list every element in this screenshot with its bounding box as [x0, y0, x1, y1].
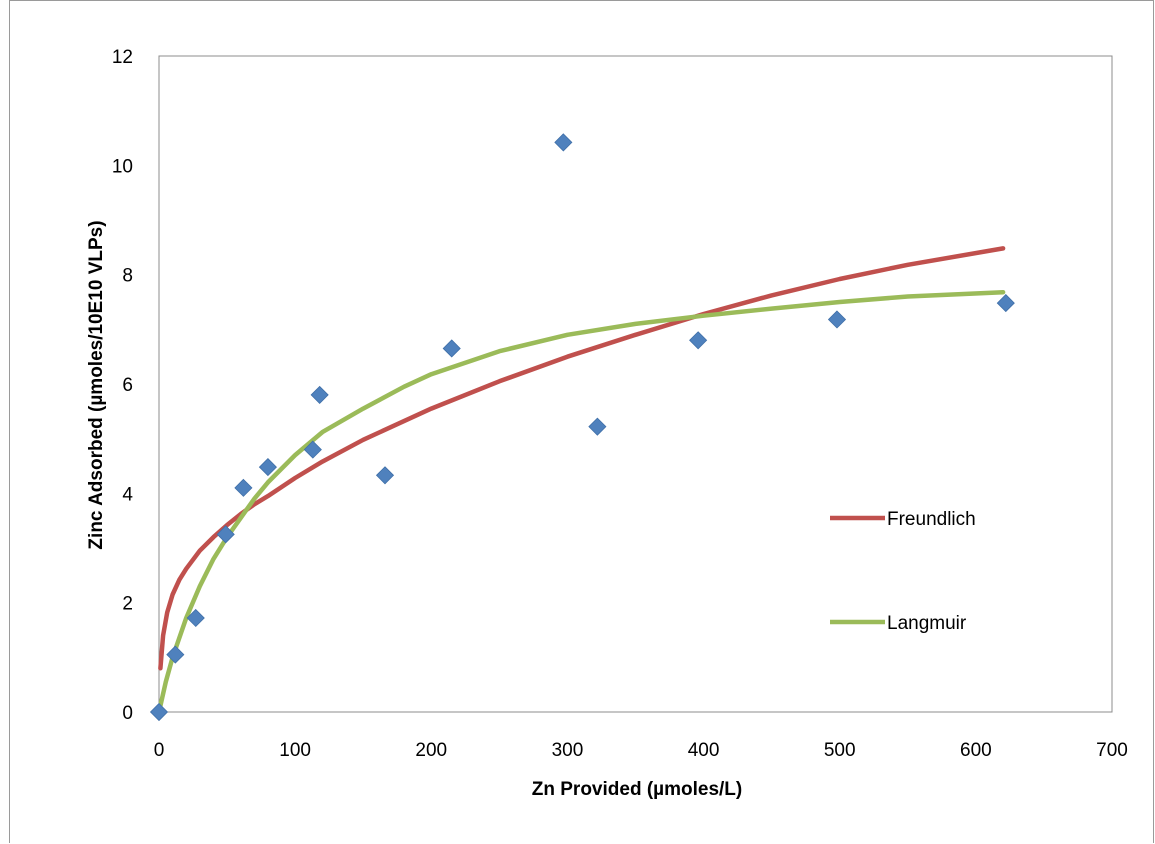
y-tick-label: 12	[112, 47, 133, 68]
y-tick-label: 4	[122, 484, 133, 505]
data-point	[166, 645, 185, 664]
x-tick-label: 0	[154, 740, 165, 761]
x-tick-label: 200	[415, 740, 447, 761]
legend-label-langmuir: Langmuir	[887, 613, 967, 634]
data-point	[216, 525, 235, 544]
data-point	[149, 702, 169, 722]
data-point	[303, 440, 322, 459]
data-point	[442, 339, 461, 358]
x-tick-label: 500	[824, 740, 856, 761]
series-line-freundlich	[158, 246, 1006, 671]
x-tick-label: 400	[688, 740, 720, 761]
data-points	[149, 133, 1015, 722]
x-axis-title: Zn Provided (µmoles/L)	[532, 779, 742, 800]
data-point	[588, 417, 607, 436]
y-tick-label: 0	[122, 703, 133, 724]
series-line-langmuir	[156, 289, 1006, 715]
y-axis-ticks: 0 2 4 6 8 10 12	[112, 47, 134, 724]
y-tick-label: 8	[122, 266, 133, 287]
data-point	[234, 478, 253, 497]
data-point	[186, 608, 205, 628]
y-tick-label: 2	[122, 594, 133, 615]
x-tick-label: 600	[960, 740, 992, 761]
data-point	[258, 458, 277, 477]
data-point	[310, 385, 329, 404]
fit-lines	[156, 246, 1006, 715]
legend-label-freundlich: Freundlich	[887, 509, 976, 530]
chart-area	[9, 0, 1154, 843]
x-tick-label: 100	[279, 740, 311, 761]
y-axis-title: Zinc Adsorbed (µmoles/10E10 VLPs)	[86, 220, 107, 549]
y-tick-label: 10	[112, 156, 133, 177]
data-point	[827, 310, 847, 329]
data-point	[375, 466, 395, 485]
y-tick-label: 6	[122, 375, 133, 396]
legend: Freundlich Langmuir	[830, 509, 976, 634]
data-point	[689, 331, 708, 350]
data-point	[554, 133, 573, 152]
data-point	[996, 294, 1015, 313]
x-tick-label: 300	[552, 740, 584, 761]
x-tick-label: 700	[1096, 740, 1128, 761]
plot-area	[158, 55, 1113, 713]
x-axis-ticks: 0 100 200 300 400 500 600 700	[154, 740, 1128, 761]
